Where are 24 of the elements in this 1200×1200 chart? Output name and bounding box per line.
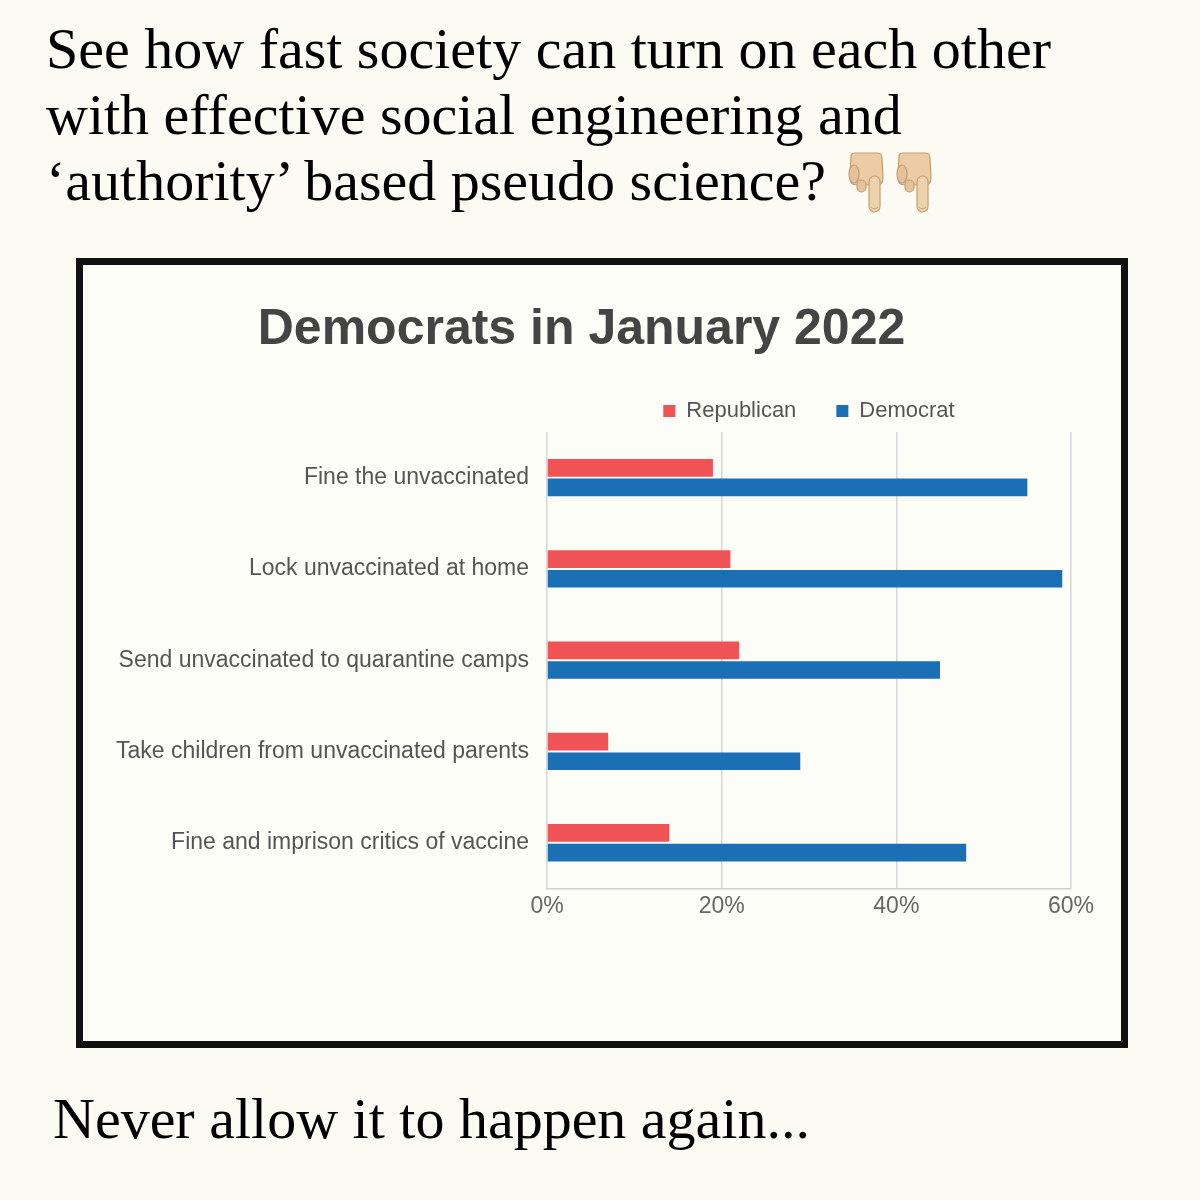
legend-label: Democrat xyxy=(859,397,955,423)
bar xyxy=(547,478,1028,497)
y-tick-label: Take children from unvaccinated parents xyxy=(116,736,529,763)
text: Never allow it to happen again... xyxy=(53,1086,810,1152)
chart-title: Democrats in January 2022 xyxy=(257,298,906,355)
bar xyxy=(547,661,940,679)
text: See how fast society can turn on each other with effective social engineering and ‘authority’ based pseudo science? xyxy=(46,16,1051,213)
bar xyxy=(547,824,670,842)
x-tick-label: 40% xyxy=(873,891,920,918)
x-tick-label: 0% xyxy=(530,891,564,918)
y-tick-label: Send unvaccinated to quarantine camps xyxy=(118,645,529,672)
bar xyxy=(547,752,801,771)
y-tick-label: Fine the unvaccinated xyxy=(303,462,529,489)
y-tick-label: Fine and imprison critics of vaccine xyxy=(171,828,529,855)
bar xyxy=(547,843,967,862)
y-tick-label: Lock unvaccinated at home xyxy=(248,554,529,581)
bar xyxy=(547,641,740,660)
bar xyxy=(547,569,1063,588)
bar xyxy=(547,459,713,477)
bar xyxy=(547,550,731,568)
bar xyxy=(547,732,609,751)
x-tick-label: 20% xyxy=(698,891,745,918)
x-tick-label: 60% xyxy=(1047,891,1095,918)
legend-label: Republican xyxy=(686,397,797,423)
